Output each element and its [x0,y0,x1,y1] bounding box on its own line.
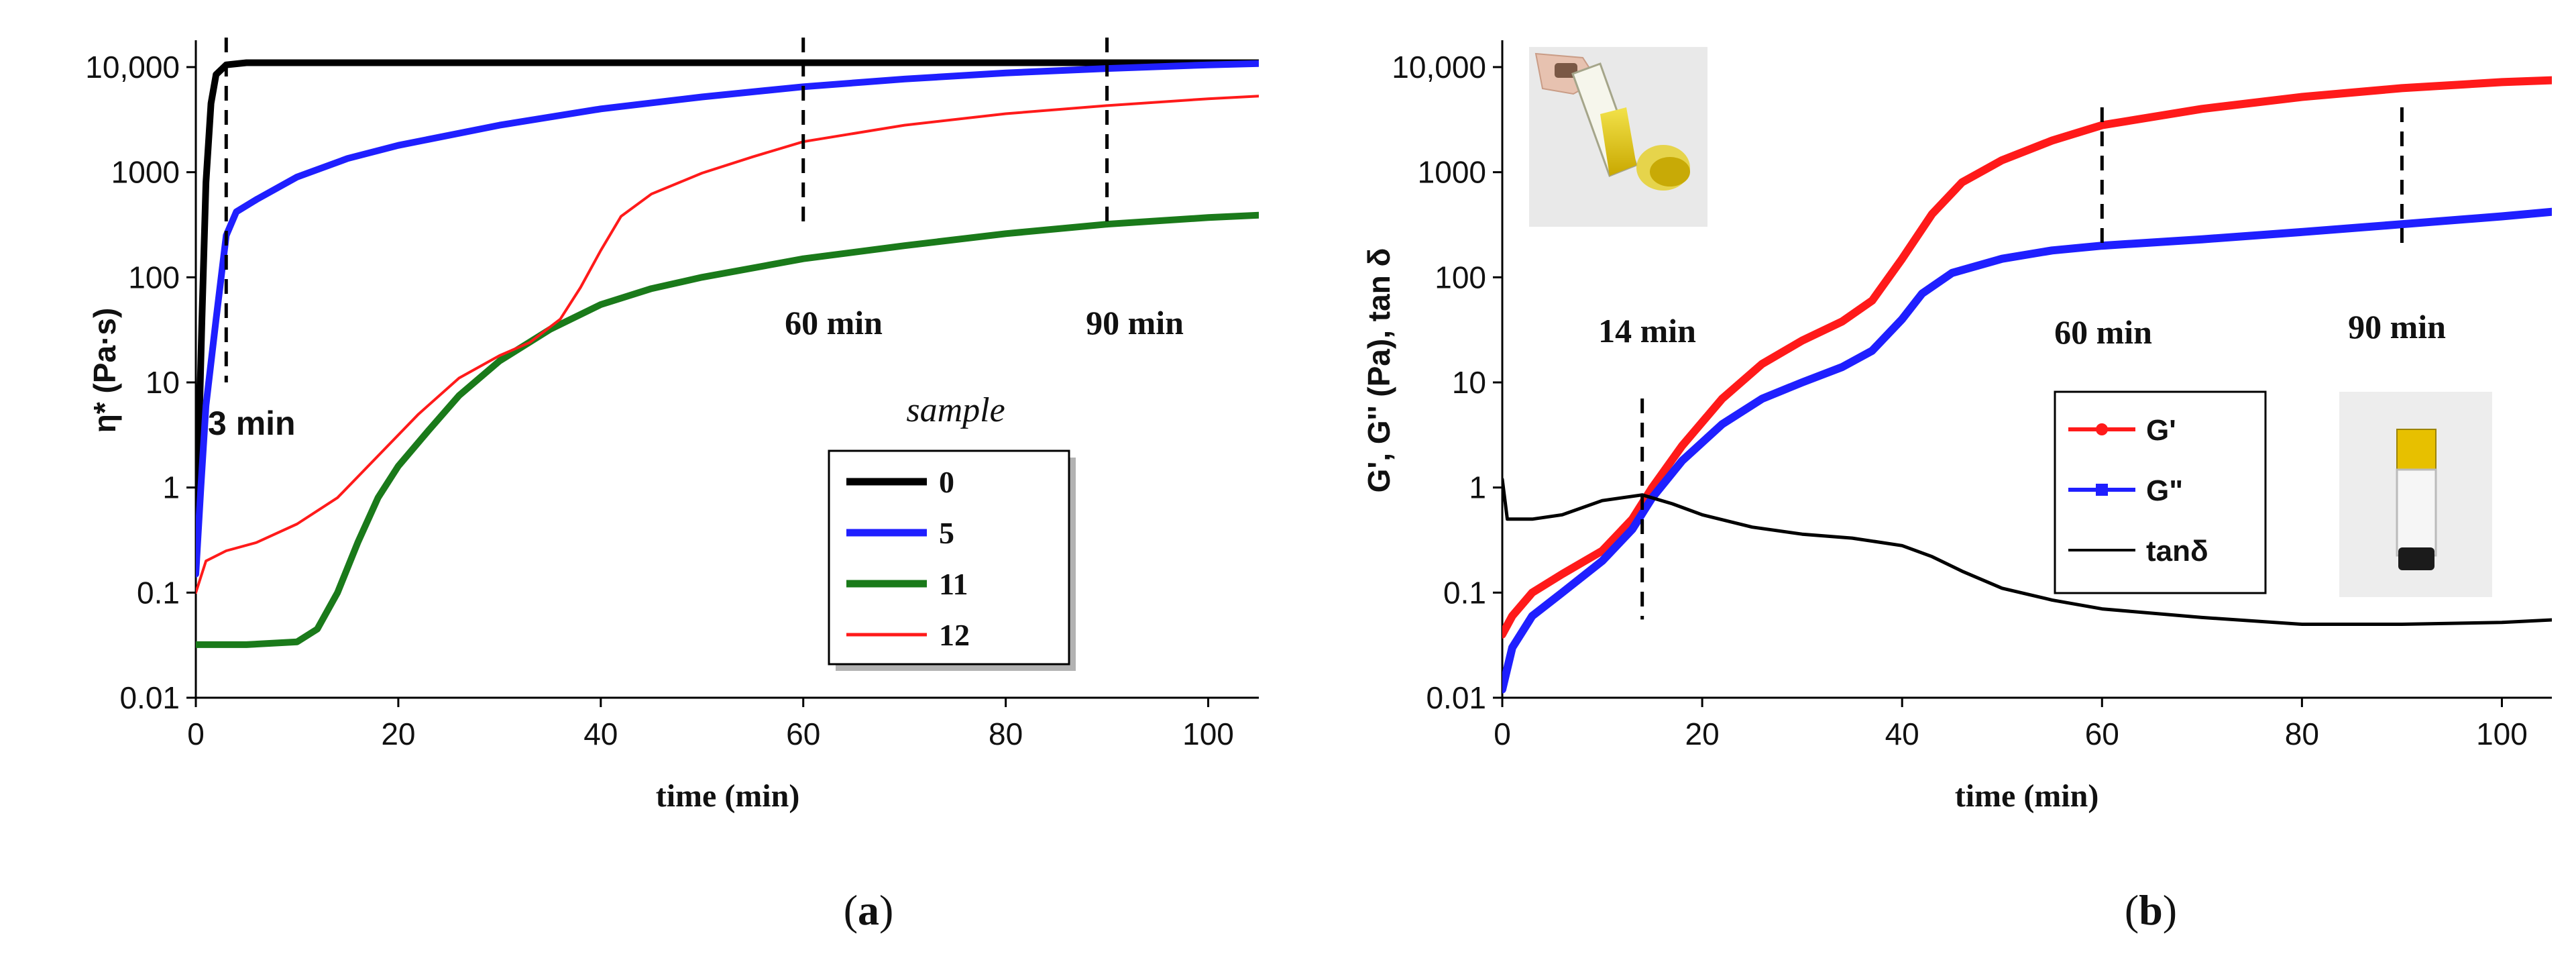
b-x-tick-label: 20 [1685,717,1720,751]
b-legend: G' G" tanδ [2054,390,2267,594]
a-legend-title: sample [906,391,1005,429]
b-y-tick-label: 10,000 [1392,50,1486,85]
b-x-axis-title: time (min) [1955,778,2099,814]
a-y-tick-label: 0.1 [137,575,180,610]
a-legend-label-11: 11 [939,567,968,601]
b-x-tick-label: 40 [1885,717,1919,751]
a-x-axis-title: time (min) [656,778,800,814]
b-y-tick-label: 1000 [1418,155,1486,190]
b-y-tick-label: 100 [1435,260,1486,295]
a-legend: 0 5 11 12 [828,449,1076,671]
b-x-tick-label: 100 [2476,717,2528,751]
a-y-tick-label: 1000 [111,155,180,190]
b-y-tick-label: 0.01 [1426,680,1486,715]
b-vline-label-90min: 90 min [2348,308,2446,346]
a-series-3-line [196,95,1259,594]
panel-label-a: (a) [844,886,894,934]
a-y-tick-label: 10,000 [85,50,180,85]
b-legend-label-gp: G' [2146,414,2176,447]
b-y-tick-label: 0.1 [1443,575,1486,610]
b-vline-label-14min: 14 min [1598,312,1696,350]
b-series-1-line [1502,207,2552,694]
a-vline-label-60min: 60 min [785,304,883,341]
a-y-tick-label: 0.01 [119,680,180,715]
b-y-axis-title: G', G'' (Pa), tan δ [1361,248,1396,493]
b-x-tick-label: 0 [1494,717,1511,751]
b-legend-marker-gpp [2096,484,2108,496]
b-x-tick-label: 80 [2285,717,2319,751]
b-series-2-line [1502,477,2552,626]
b-series-0-line [1502,76,2552,639]
a-x-tick-label: 40 [583,717,618,751]
a-y-axis-title: η* (Pa·s) [87,308,122,433]
a-series-2-line [196,211,1259,648]
b-legend-label-gpp: G" [2146,474,2183,507]
a-x-tick-label: 80 [989,717,1023,751]
inset-photo-upright-vial [2339,392,2492,597]
b-y-tick-label: 10 [1452,365,1486,400]
a-legend-label-0: 0 [939,465,954,499]
panel-label-b: (b) [2125,886,2177,934]
a-y-tick-label: 10 [146,365,180,400]
a-y-tick-label: 1 [162,470,180,505]
b-legend-label-tand: tanδ [2146,535,2208,568]
panel-b: 0.01 0.1 1 10 100 1000 10,000 0 20 40 60 80 100 time… [1361,40,2552,934]
a-x-tick-label: 20 [381,717,415,751]
a-vline-label-90min: 90 min [1086,304,1184,341]
a-x-tick-label: 100 [1182,717,1234,751]
b-x-tick-label: 60 [2085,717,2119,751]
a-legend-label-12: 12 [939,618,970,652]
a-series-0-line [196,59,1259,546]
a-legend-label-5: 5 [939,516,954,550]
b-y-tick-label: 1 [1469,470,1486,505]
inset-photo-hand-vial [1529,47,1707,227]
a-x-tick-label: 60 [786,717,820,751]
b-legend-marker-gp [2096,423,2108,435]
a-vline-label-3min: 3 min [208,405,296,442]
a-x-tick-label: 0 [187,717,205,751]
a-y-tick-label: 100 [128,260,180,295]
b-vline-label-60min: 60 min [2054,313,2152,351]
